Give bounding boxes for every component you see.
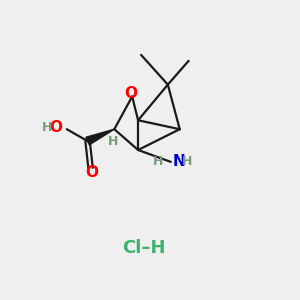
Text: O: O [85, 165, 98, 180]
Text: O: O [49, 120, 62, 135]
Text: H: H [182, 155, 193, 168]
Text: H: H [42, 121, 52, 134]
Polygon shape [86, 129, 114, 145]
Text: Cl–H: Cl–H [122, 239, 166, 257]
Text: H: H [153, 155, 164, 168]
Text: O: O [124, 86, 137, 101]
Text: H: H [108, 135, 118, 148]
Text: N: N [172, 154, 185, 169]
